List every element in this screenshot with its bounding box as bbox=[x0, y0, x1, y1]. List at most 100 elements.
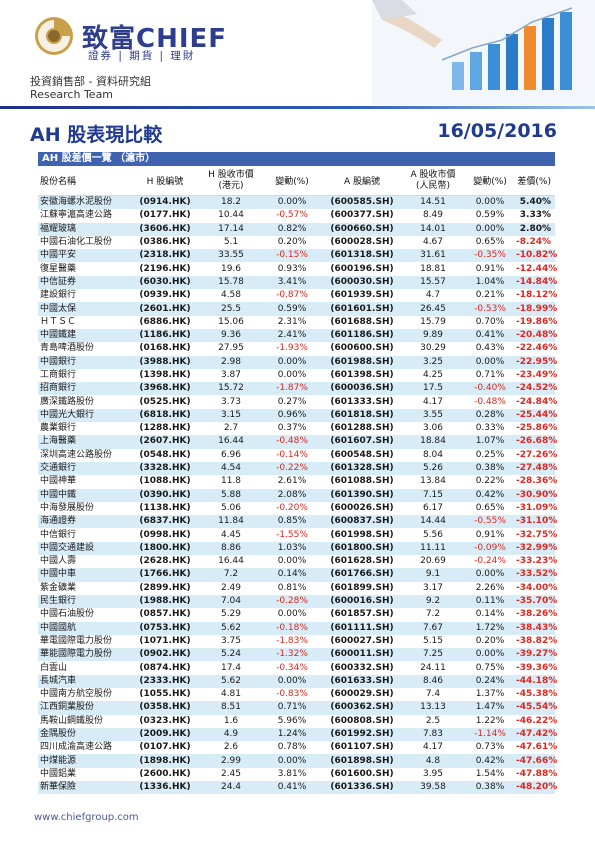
stock-name: 安徽海螺水泥股份 bbox=[40, 197, 113, 208]
stock-name: 工商銀行 bbox=[40, 370, 77, 380]
price-spread: -39.36% bbox=[516, 662, 558, 673]
a-share-code: (601111.SH) bbox=[330, 622, 394, 633]
table-row: 江蘇寧滬高速公路 (0177.HK) 10.44 -0.57% (600377.SH) 8… bbox=[38, 209, 555, 222]
a-share-change: 0.00% bbox=[475, 649, 505, 660]
a-share-close: 18.84 bbox=[420, 436, 446, 447]
price-spread: 2.80% bbox=[519, 223, 551, 234]
table-row: 中國南方航空股份 (1055.HK) 4.81 -0.83% (600029.SH) 7.… bbox=[38, 688, 558, 701]
table-row: 長城汽車 (2333.HK) 5.62 0.00% (601633.SH) 8.46 0.2… bbox=[38, 674, 557, 688]
a-share-close: 8.46 bbox=[422, 675, 444, 686]
a-share-change: 0.00% bbox=[475, 569, 505, 580]
h-share-code: (2318.HK) bbox=[139, 250, 191, 261]
h-share-code: (1088.HK) bbox=[139, 476, 191, 487]
page-header: 致富CHIEF 證券 | 期貨 | 理財 投資銷售部 - 資料研究組 Resea… bbox=[0, 0, 595, 118]
stock-name: 江西銅業股份 bbox=[40, 702, 95, 713]
a-share-code: (600600.SH) bbox=[330, 343, 394, 354]
a-share-close: 8.49 bbox=[422, 210, 444, 221]
a-share-close: 5.15 bbox=[422, 635, 444, 646]
h-share-code: (6886.HK) bbox=[139, 316, 191, 327]
price-spread: -27.26% bbox=[516, 449, 558, 460]
a-share-code: (601107.SH) bbox=[330, 742, 394, 753]
h-share-code: (0525.HK) bbox=[139, 396, 191, 407]
a-share-code: (600377.SH) bbox=[330, 210, 394, 221]
table-row: 華能國際電力股份 (0902.HK) 5.24 -1.32% (600011.SH) 7.… bbox=[38, 648, 557, 662]
a-share-close: 4.8 bbox=[425, 755, 441, 766]
price-spread: -38.82% bbox=[516, 635, 558, 646]
stock-name: 中國鋁業 bbox=[40, 768, 77, 779]
price-spread: -24.52% bbox=[516, 383, 558, 394]
h-share-code: (0168.HK) bbox=[139, 343, 191, 354]
h-share-change: 0.41% bbox=[277, 782, 307, 793]
header-h-close: H 股收市價 (港元) bbox=[208, 169, 254, 191]
h-share-code: (3988.HK) bbox=[139, 356, 191, 367]
h-share-close: 25.5 bbox=[220, 303, 242, 314]
chief-logo-icon bbox=[35, 17, 73, 55]
a-share-code: (601992.SH) bbox=[330, 729, 394, 740]
a-share-close: 39.58 bbox=[420, 782, 446, 793]
price-spread: -24.84% bbox=[516, 396, 558, 407]
table-row: 交通銀行 (3328.HK) 4.54 -0.22% (601328.SH) 5.26 0.… bbox=[38, 461, 557, 476]
h-share-close: 16.44 bbox=[218, 436, 244, 447]
a-share-close: 7.4 bbox=[425, 689, 441, 700]
price-spread: -45.38% bbox=[516, 689, 558, 700]
table-row: 中國國航 (0753.HK) 5.62 -0.18% (601111.SH) 7.67 1.… bbox=[38, 621, 557, 635]
footer-url[interactable]: www.chiefgroup.com bbox=[34, 812, 139, 823]
a-share-close: 9.1 bbox=[425, 569, 441, 580]
a-share-close: 3.95 bbox=[422, 768, 444, 779]
h-share-change: -0.18% bbox=[276, 622, 308, 633]
h-share-close: 8.51 bbox=[220, 702, 242, 713]
h-share-code: (1055.HK) bbox=[139, 689, 191, 700]
stock-name: 新華保險 bbox=[40, 782, 77, 793]
header-h-change: 變動(%) bbox=[275, 177, 309, 187]
a-share-change: 0.91% bbox=[475, 529, 505, 540]
table-row: 紫金礦業 (2899.HK) 2.49 0.81% (601899.SH) 3.17 2.2… bbox=[38, 582, 557, 595]
h-share-code: (0386.HK) bbox=[139, 237, 191, 248]
price-spread: -23.49% bbox=[516, 370, 558, 380]
h-share-change: 0.20% bbox=[277, 237, 307, 248]
table-row: 中國人壽 (2628.HK) 16.44 0.00% (601628.SH) 20.69 -… bbox=[38, 555, 557, 568]
stock-name: 中國中車 bbox=[40, 569, 77, 580]
a-share-change: 0.24% bbox=[475, 675, 505, 686]
table-row: 海通證券 (6837.HK) 11.84 0.85% (600837.SH) 14.44 -… bbox=[38, 515, 557, 529]
a-share-code: (601633.SH) bbox=[330, 675, 394, 686]
h-share-code: (2196.HK) bbox=[139, 263, 191, 274]
stock-name: 華電國際電力股份 bbox=[40, 635, 113, 646]
stock-name: 四川成渝高速公路 bbox=[40, 742, 113, 753]
team-label: Research Team bbox=[30, 88, 114, 101]
h-share-close: 4.9 bbox=[223, 729, 239, 740]
h-share-code: (2899.HK) bbox=[139, 582, 191, 593]
a-share-code: (601336.SH) bbox=[330, 782, 394, 793]
a-share-close: 7.2 bbox=[425, 609, 441, 620]
h-share-code: (1336.HK) bbox=[139, 782, 191, 793]
table-row: 中國中鐵 (0390.HK) 5.88 2.08% (601390.SH) 7.15 0.4… bbox=[38, 488, 557, 502]
brand-tagline: 證券 | 期貨 | 理財 bbox=[88, 50, 196, 62]
h-share-change: 1.03% bbox=[277, 542, 307, 553]
price-spread: -12.44% bbox=[516, 263, 558, 274]
table-row: ＨＴＳＣ (6886.HK) 15.06 2.31% (601688.SH) 15.79 0… bbox=[38, 316, 557, 329]
h-share-close: 11.84 bbox=[218, 516, 244, 527]
table-row: 白雲山 (0874.HK) 17.4 -0.34% (600332.SH) 24.11 0.… bbox=[38, 661, 558, 674]
h-share-code: (0323.HK) bbox=[139, 715, 191, 726]
brand-name-cn: 致富 bbox=[82, 24, 137, 54]
a-share-close: 3.25 bbox=[422, 356, 444, 367]
stock-name: 中國人壽 bbox=[40, 556, 77, 567]
a-share-change: 0.20% bbox=[475, 635, 505, 646]
table-row: 福耀玻璃 (3606.HK) 17.14 0.82% (600660.SH) 14.01 0… bbox=[38, 222, 555, 236]
h-share-code: (0998.HK) bbox=[139, 529, 191, 540]
stock-name: 青島啤酒股份 bbox=[40, 343, 95, 354]
table-row: 中國交通建設 (1800.HK) 8.86 1.03% (601800.SH) 11.11… bbox=[38, 541, 557, 556]
a-share-code: (601288.SH) bbox=[330, 423, 394, 434]
h-share-change: 0.00% bbox=[277, 755, 307, 766]
a-share-close: 18.81 bbox=[420, 263, 446, 274]
a-share-change: 1.47% bbox=[475, 702, 505, 713]
h-share-code: (0753.HK) bbox=[139, 622, 191, 633]
h-share-close: 33.55 bbox=[218, 250, 244, 261]
a-share-close: 5.26 bbox=[422, 463, 444, 474]
a-share-code: (600030.SH) bbox=[330, 276, 394, 287]
table-row: 招商銀行 (3968.HK) 15.72 -1.87% (600036.SH) 17.5 -… bbox=[38, 382, 558, 396]
table-row: 中國平安 (2318.HK) 33.55 -0.15% (601318.SH) 31.61… bbox=[38, 249, 557, 263]
a-share-close: 14.44 bbox=[420, 516, 446, 527]
a-share-code: (601607.SH) bbox=[330, 436, 394, 447]
table-row: 馬鞍山鋼鐵股份 (0323.HK) 1.6 5.96% (600808.SH) 2.5 1.… bbox=[38, 715, 557, 728]
h-share-close: 5.24 bbox=[220, 649, 242, 660]
